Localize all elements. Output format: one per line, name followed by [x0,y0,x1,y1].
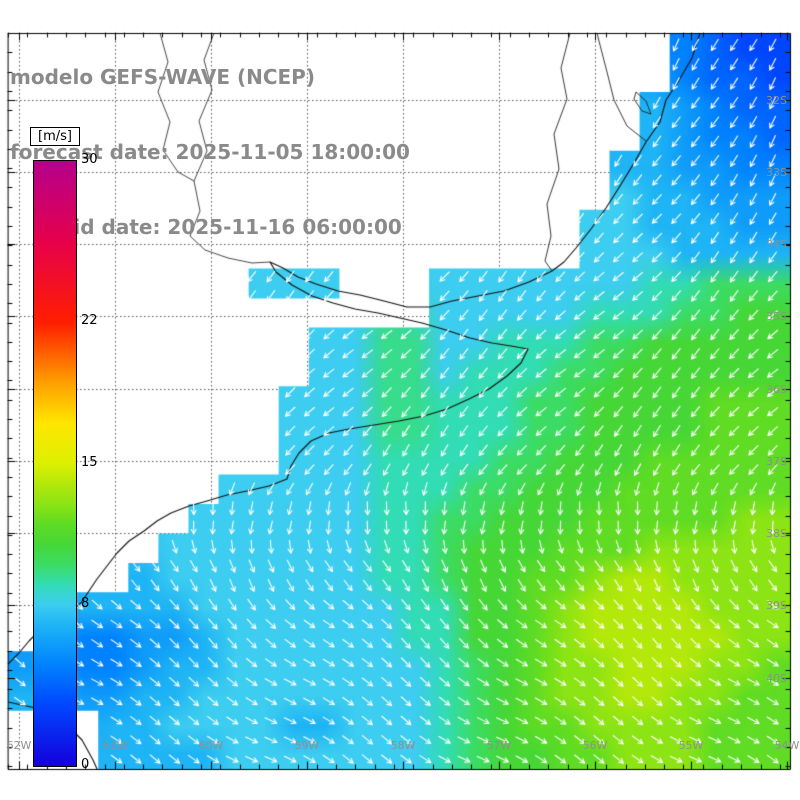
lon-label: 55W [678,739,704,752]
lat-label: 33S [766,166,787,179]
lat-label: 32S [766,94,787,107]
lat-label: 34S [766,238,787,251]
colorbar-tick-label: 8 [81,595,90,611]
lat-label: 38S [766,527,787,540]
colorbar-units-label: [m/s] [30,127,80,146]
colorbar-tick-label: 0 [81,757,90,772]
lat-label: 39S [766,599,787,612]
lat-label: 40S [766,672,787,685]
lon-label: 60W [198,739,224,752]
model-title: modelo GEFS-WAVE (NCEP) [10,65,315,89]
colorbar-gradient [33,160,77,767]
colorbar-tick-label: 22 [81,313,98,329]
lon-label: 54W [774,739,800,752]
lat-label: 35S [766,310,787,323]
lon-label: 58W [390,739,416,752]
lat-label: 37S [766,455,787,468]
lon-label: 61W [102,739,128,752]
colorbar-tick-label: 30 [81,152,98,167]
lon-label: 62W [6,739,32,752]
colorbar-tick-label: 15 [81,454,98,470]
lon-label: 57W [486,739,512,752]
lat-label: 36S [766,383,787,396]
lon-label: 59W [294,739,320,752]
lon-label: 56W [582,739,608,752]
